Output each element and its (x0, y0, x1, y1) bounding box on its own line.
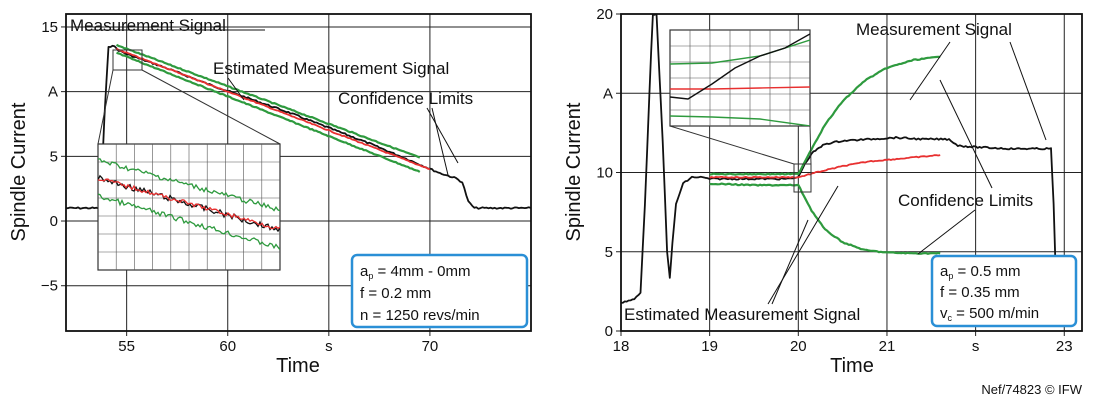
annotation-leader (771, 219, 809, 305)
inset-upper-limit (98, 158, 280, 212)
x-tick-label: 19 (701, 338, 718, 355)
zoom-marker (793, 163, 812, 193)
param-line: f = 0.2 mm (360, 285, 431, 302)
series-group (621, 14, 1059, 324)
x-tick-label: 23 (1056, 338, 1073, 355)
zoom-marker (112, 49, 143, 71)
series-line-1 (709, 154, 941, 179)
inset-lower-limit (98, 193, 280, 251)
annotation-measurement-signal: Measurement Signal (856, 20, 1012, 39)
param-line: n = 1250 revs/min (360, 307, 480, 324)
x-axis-label: Time (276, 355, 320, 377)
y-tick-label: A (603, 85, 613, 102)
inset-series (670, 33, 810, 126)
inset-grid (98, 144, 280, 270)
x-tick-label: 21 (879, 338, 896, 355)
zoom-connector (809, 125, 812, 165)
annotation-measurement-signal: Measurement Signal (70, 16, 226, 35)
annotation-leader (767, 185, 839, 305)
annotation-leader (917, 209, 976, 255)
zoom-connector (141, 69, 281, 145)
series-line-0 (621, 14, 1059, 324)
y-tick-label: 0 (605, 323, 613, 340)
series-group (66, 43, 531, 210)
y-tick-label: 5 (605, 244, 613, 261)
zoom-connector (97, 69, 114, 145)
y-tick-label: 5 (50, 148, 58, 165)
inset-measurement (670, 33, 810, 100)
plot-frame (620, 13, 1083, 332)
x-tick-label: s (972, 338, 980, 355)
tick-labels: 18 19 20 21 s 23 0 5 10 A 20 (596, 6, 1072, 355)
zoom-connector (669, 125, 795, 165)
x-axis-label: Time (830, 355, 874, 377)
series-line-3 (709, 182, 941, 255)
y-axis-label: Spindle Current (563, 102, 585, 241)
annotation-leader (431, 107, 449, 176)
plot-frame (65, 13, 532, 332)
annotation-confidence-limits: Confidence Limits (898, 191, 1033, 210)
annotation-estimated-signal: Estimated Measurement Signal (213, 59, 449, 78)
param-line: ap = 0.5 mm (940, 263, 1020, 281)
chart-left: 55 60 s 70 −5 0 5 A 15 Time Spindle Current Meas… (8, 13, 532, 377)
annotation-leader (1009, 41, 1047, 141)
y-tick-label: 0 (50, 213, 58, 230)
param-line: vc = 500 m/min (940, 305, 1039, 323)
x-tick-label: 60 (219, 338, 236, 355)
annotation-leader (939, 79, 993, 189)
series-line-2 (709, 55, 941, 176)
series-line-3 (116, 51, 421, 173)
annotation-leader (227, 77, 245, 101)
annotation-leader (426, 107, 459, 164)
series-line-1 (115, 47, 431, 171)
x-tick-label: 20 (790, 338, 807, 355)
y-tick-label: 15 (41, 19, 58, 36)
inset-lower-limit (670, 115, 810, 126)
series-line-2 (115, 43, 421, 159)
x-tick-label: s (325, 338, 333, 355)
annotation-estimated-signal: Estimated Measurement Signal (624, 305, 860, 324)
x-tick-label: 18 (613, 338, 630, 355)
y-tick-label: −5 (41, 278, 58, 295)
x-tick-label: 70 (422, 338, 439, 355)
annotation-confidence-limits: Confidence Limits (338, 89, 473, 108)
y-tick-label: 20 (596, 6, 613, 23)
parameter-box: ap = 0.5 mm f = 0.35 mm vc = 500 m/min (930, 254, 1078, 328)
annotation-leader (909, 41, 951, 101)
tick-labels: 55 60 s 70 −5 0 5 A 15 (41, 19, 438, 355)
inset-estimate (98, 178, 280, 230)
inset-zoom (669, 29, 811, 127)
param-line: f = 0.35 mm (940, 284, 1020, 301)
x-tick-label: 55 (118, 338, 135, 355)
figure-credit: Nef/74823 © IFW (981, 382, 1082, 397)
y-tick-label: 10 (596, 165, 613, 182)
parameter-box: ap = 4mm - 0mm f = 0.2 mm n = 1250 revs/… (350, 253, 529, 329)
inset-zoom (97, 143, 281, 271)
param-line: ap = 4mm - 0mm (360, 263, 470, 281)
inset-estimate (670, 86, 810, 90)
inset-series (98, 158, 280, 251)
y-axis-label: Spindle Current (8, 102, 30, 241)
y-tick-label: A (48, 84, 58, 101)
